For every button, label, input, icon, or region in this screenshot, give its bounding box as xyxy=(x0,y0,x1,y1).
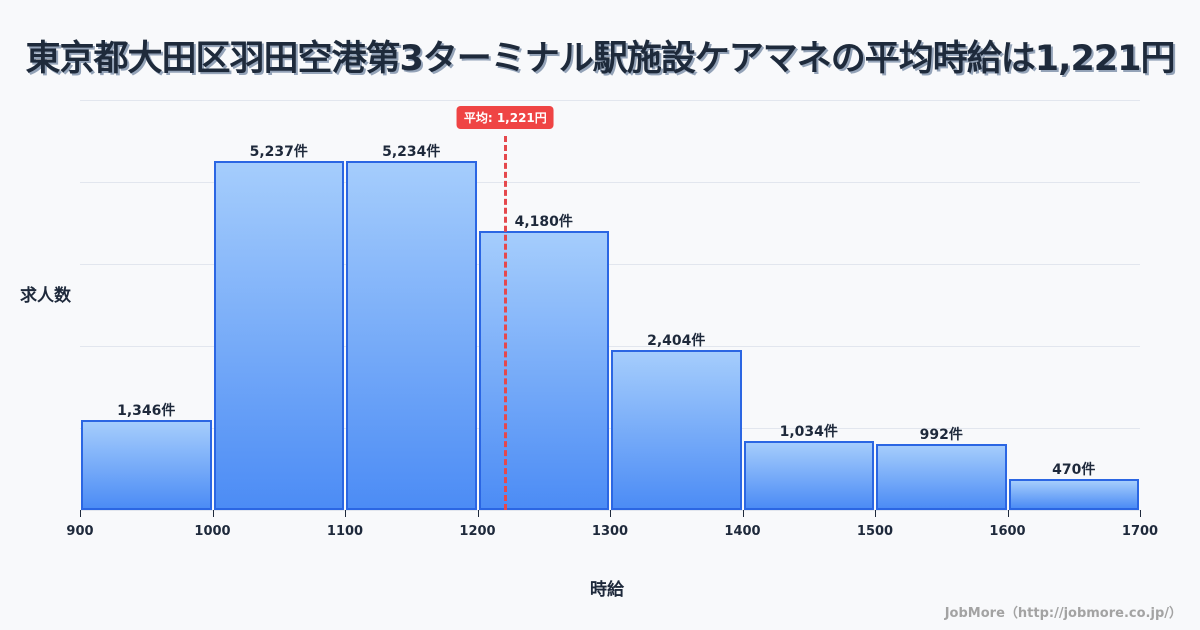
y-axis-label: 求人数 xyxy=(20,286,71,306)
x-tick xyxy=(875,510,876,517)
x-axis-label: 時給 xyxy=(590,580,624,600)
x-tick-label: 1000 xyxy=(194,524,231,539)
x-tick-label: 1400 xyxy=(724,524,761,539)
histogram-bar xyxy=(81,420,212,510)
x-tick xyxy=(477,510,479,517)
histogram-bar xyxy=(743,441,874,510)
x-tick-label: 1300 xyxy=(591,524,629,539)
x-tick xyxy=(742,510,744,517)
gridline xyxy=(80,428,1140,429)
histogram-bar xyxy=(346,161,477,510)
bar-value-label: 4,180件 xyxy=(514,214,573,231)
gridline xyxy=(80,100,1140,101)
x-tick xyxy=(1007,510,1009,517)
credit-text: JobMore（http://jobmore.co.jp/） xyxy=(944,606,1182,621)
x-tick-label: 1600 xyxy=(989,524,1026,539)
bar-value-label: 470件 xyxy=(1052,461,1096,478)
x-tick xyxy=(1140,510,1141,517)
histogram-bar xyxy=(611,349,742,510)
histogram-bar xyxy=(876,443,1007,510)
bar-value-label: 2,404件 xyxy=(647,332,706,349)
gridline xyxy=(80,346,1140,347)
x-tick-label: 900 xyxy=(66,524,94,539)
x-tick xyxy=(80,510,81,517)
histogram-bar xyxy=(213,160,344,510)
x-tick-label: 1500 xyxy=(856,524,894,539)
histogram-bar xyxy=(1008,478,1139,510)
bar-value-label: 5,234件 xyxy=(382,144,441,161)
histogram-bar xyxy=(478,231,609,510)
bar-value-label: 5,237件 xyxy=(249,143,308,160)
gridline xyxy=(80,182,1140,183)
chart-title: 東京都大田区羽田空港第3ターミナル駅施設ケアマネの平均時給は1,221円 xyxy=(25,39,1175,79)
x-tick xyxy=(610,510,611,517)
average-line xyxy=(504,136,508,510)
bar-value-label: 1,034件 xyxy=(779,424,838,441)
bar-value-label: 992件 xyxy=(919,426,963,443)
x-tick xyxy=(212,510,214,517)
plot-area: 平均: 1,221円 1,346件 5,237件 5,234件 4,180件 2,404… xyxy=(66,100,1158,539)
x-tick-label: 1100 xyxy=(326,524,364,539)
bar-value-label: 1,346件 xyxy=(117,403,176,420)
x-tick-label: 1200 xyxy=(459,524,496,539)
x-tick-label: 1700 xyxy=(1121,524,1159,539)
x-tick xyxy=(345,510,346,517)
gridline xyxy=(80,264,1140,265)
average-badge: 平均: 1,221円 xyxy=(456,106,554,129)
